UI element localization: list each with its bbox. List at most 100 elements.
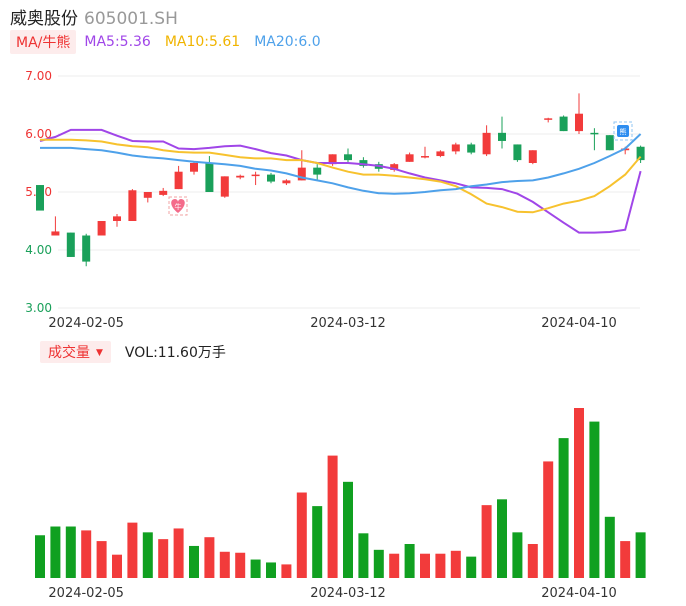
candle xyxy=(236,174,245,180)
volume-bar xyxy=(404,544,415,578)
volume-bar xyxy=(435,553,446,578)
candle xyxy=(328,154,337,166)
volume-bar xyxy=(158,539,169,578)
volume-value: VOL:11.60万手 xyxy=(124,345,226,361)
date-axis-price: 2024-02-05 2024-03-12 2024-04-10 xyxy=(48,316,616,331)
candlesticks xyxy=(36,93,645,267)
candle xyxy=(159,187,168,197)
volume-bar xyxy=(466,556,477,578)
candle xyxy=(220,176,229,198)
candle xyxy=(313,164,322,181)
volume-bar xyxy=(189,545,199,578)
candle xyxy=(544,117,553,123)
volume-bar xyxy=(50,526,61,578)
moving-average-lines xyxy=(39,128,642,234)
volume-bar xyxy=(558,438,569,578)
candle xyxy=(451,142,460,155)
candle xyxy=(482,125,491,157)
volume-bar xyxy=(142,532,153,578)
candle xyxy=(128,189,137,221)
volume-bar xyxy=(112,554,122,578)
volume-bar xyxy=(296,492,307,578)
candle xyxy=(467,142,476,155)
candle xyxy=(344,148,352,163)
x-tick-label: 2024-02-05 xyxy=(48,586,124,601)
volume-bar xyxy=(574,408,584,578)
volume-bars xyxy=(35,408,646,578)
svg-text:牛: 牛 xyxy=(175,202,182,211)
candle xyxy=(97,221,106,236)
volume-bar xyxy=(312,506,323,578)
ma5-line xyxy=(39,128,642,234)
candle xyxy=(513,144,522,162)
volume-legend: 成交量 ▼ VOL:11.60万手 xyxy=(40,341,226,363)
ma20-line xyxy=(40,133,642,195)
candle xyxy=(36,185,44,211)
y-tick-label: 7.00 xyxy=(25,69,52,83)
volume-bar xyxy=(481,505,492,578)
x-tick-label: 2024-02-05 xyxy=(48,316,124,331)
bull-signal-icon[interactable]: 牛 xyxy=(168,196,188,216)
x-tick-label: 2024-03-12 xyxy=(310,316,386,331)
volume-bar xyxy=(543,461,554,578)
y-tick-label: 3.00 xyxy=(25,301,52,315)
volume-bar xyxy=(497,499,507,578)
volume-indicator-label: 成交量 xyxy=(48,345,90,361)
volume-bar xyxy=(512,532,523,578)
volume-bar xyxy=(327,455,338,578)
volume-bar xyxy=(204,537,215,578)
y-tick-label: 6.00 xyxy=(25,127,52,141)
volume-bar xyxy=(81,530,92,578)
candle xyxy=(251,171,260,186)
stock-code: 605001.SH xyxy=(84,9,178,29)
candle xyxy=(559,115,568,132)
signal-marker-icon[interactable]: 熊 xyxy=(613,121,633,141)
volume-bar xyxy=(389,553,400,578)
candle xyxy=(390,163,399,172)
candle xyxy=(405,152,414,162)
volume-bar xyxy=(127,522,138,578)
stock-name: 威奥股份 xyxy=(10,9,78,29)
signal-markers[interactable]: 牛 熊 xyxy=(168,121,633,216)
dropdown-caret-icon: ▼ xyxy=(96,348,103,358)
volume-bar xyxy=(420,553,430,578)
volume-bar xyxy=(450,550,461,578)
candle xyxy=(297,150,306,181)
candle xyxy=(51,216,60,236)
volume-bar xyxy=(96,541,107,578)
candle xyxy=(498,116,506,149)
price-axis: 7.006.005.004.003.00 xyxy=(25,69,52,315)
candle xyxy=(143,192,152,203)
volume-bar xyxy=(281,564,292,578)
candle xyxy=(66,232,75,257)
svg-text:熊: 熊 xyxy=(620,127,627,136)
volume-bar xyxy=(266,562,276,578)
ma10-line xyxy=(40,138,642,214)
candle xyxy=(113,214,121,227)
candle xyxy=(605,135,614,151)
candle xyxy=(590,128,599,151)
candle xyxy=(359,157,368,168)
candle xyxy=(190,161,198,175)
candle xyxy=(421,146,429,159)
ma-indicator-button[interactable]: MA/牛熊 xyxy=(10,30,77,54)
stock-title: 威奥股份 605001.SH xyxy=(10,4,178,29)
volume-bar xyxy=(604,516,615,578)
volume-indicator-button[interactable]: 成交量 ▼ xyxy=(40,341,111,363)
candle xyxy=(282,179,291,186)
candle xyxy=(528,150,537,165)
volume-bar xyxy=(620,541,631,578)
ma20-label: MA20:6.0 xyxy=(254,34,321,50)
volume-bar xyxy=(173,528,184,578)
candle xyxy=(82,233,91,267)
volume-bar xyxy=(65,526,76,578)
candle xyxy=(575,93,583,134)
ma10-label: MA10:5.61 xyxy=(164,34,241,50)
candle xyxy=(436,150,445,158)
x-tick-label: 2024-04-10 xyxy=(541,316,617,331)
volume-bar xyxy=(527,544,538,578)
x-tick-label: 2024-03-12 xyxy=(310,586,386,601)
candle xyxy=(205,156,214,192)
ma-legend: MA/牛熊 MA5:5.36 MA10:5.61 MA20:6.0 xyxy=(10,30,335,54)
